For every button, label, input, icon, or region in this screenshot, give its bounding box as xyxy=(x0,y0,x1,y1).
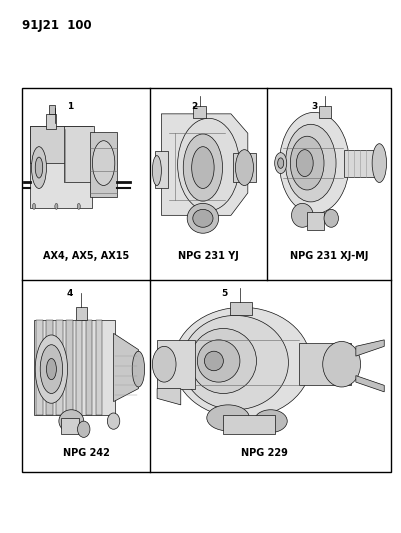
Text: 5: 5 xyxy=(221,289,228,297)
Bar xyxy=(30,126,65,163)
Bar xyxy=(47,320,53,415)
Ellipse shape xyxy=(77,204,80,209)
Ellipse shape xyxy=(152,346,176,382)
Text: 91J21  100: 91J21 100 xyxy=(22,19,92,31)
Bar xyxy=(66,320,73,415)
Polygon shape xyxy=(113,333,138,402)
Bar xyxy=(86,320,92,415)
Text: NPG 242: NPG 242 xyxy=(63,448,109,458)
Polygon shape xyxy=(161,114,248,215)
Bar xyxy=(90,132,117,197)
Bar xyxy=(76,320,83,415)
Text: AX4, AX5, AX15: AX4, AX5, AX15 xyxy=(43,251,130,261)
Ellipse shape xyxy=(279,112,349,214)
Ellipse shape xyxy=(207,405,249,431)
Ellipse shape xyxy=(290,136,324,190)
Ellipse shape xyxy=(372,144,387,182)
Ellipse shape xyxy=(323,342,360,387)
Ellipse shape xyxy=(190,328,257,393)
Bar xyxy=(76,308,87,320)
Ellipse shape xyxy=(296,150,313,176)
Ellipse shape xyxy=(35,157,43,178)
Bar xyxy=(36,320,43,415)
Ellipse shape xyxy=(324,209,338,227)
Bar xyxy=(47,114,57,129)
Ellipse shape xyxy=(275,152,287,174)
Ellipse shape xyxy=(77,421,90,438)
Text: NPG 231 YJ: NPG 231 YJ xyxy=(178,251,239,261)
Ellipse shape xyxy=(32,147,47,189)
Ellipse shape xyxy=(193,209,213,227)
Bar xyxy=(319,107,331,118)
Ellipse shape xyxy=(174,308,311,418)
Text: 1: 1 xyxy=(67,102,73,111)
Bar xyxy=(231,302,252,316)
Bar xyxy=(299,343,351,385)
Text: 3: 3 xyxy=(312,102,318,111)
Ellipse shape xyxy=(55,204,58,209)
Ellipse shape xyxy=(183,134,223,201)
Polygon shape xyxy=(356,376,384,392)
Ellipse shape xyxy=(205,351,223,371)
Ellipse shape xyxy=(132,351,145,387)
Text: NPG 231 XJ-MJ: NPG 231 XJ-MJ xyxy=(290,251,368,261)
Ellipse shape xyxy=(92,141,115,185)
Text: 4: 4 xyxy=(67,289,73,297)
Text: 2: 2 xyxy=(191,102,198,111)
Ellipse shape xyxy=(286,124,336,202)
Polygon shape xyxy=(356,340,384,356)
Bar xyxy=(34,320,115,415)
Ellipse shape xyxy=(192,147,214,189)
Ellipse shape xyxy=(292,204,313,227)
Bar xyxy=(96,320,102,415)
Bar xyxy=(223,415,275,434)
Bar xyxy=(49,105,55,114)
Text: NPG 229: NPG 229 xyxy=(241,448,288,458)
Bar xyxy=(155,151,168,189)
Ellipse shape xyxy=(47,359,57,379)
Bar xyxy=(64,126,94,182)
Ellipse shape xyxy=(152,156,161,185)
Bar xyxy=(22,88,391,472)
Ellipse shape xyxy=(178,118,239,211)
Bar xyxy=(30,126,92,208)
Bar xyxy=(233,152,256,182)
Ellipse shape xyxy=(32,204,36,209)
Polygon shape xyxy=(157,389,181,405)
Bar xyxy=(157,340,195,389)
Bar xyxy=(193,107,206,118)
Ellipse shape xyxy=(235,150,253,185)
Ellipse shape xyxy=(278,158,284,168)
Ellipse shape xyxy=(197,340,240,382)
Ellipse shape xyxy=(254,410,287,432)
Ellipse shape xyxy=(40,345,63,393)
Bar xyxy=(307,212,324,230)
Bar xyxy=(61,418,79,434)
Ellipse shape xyxy=(107,413,120,429)
Ellipse shape xyxy=(182,316,288,410)
Ellipse shape xyxy=(35,335,67,403)
Ellipse shape xyxy=(59,410,84,432)
Bar xyxy=(57,320,63,415)
Bar xyxy=(344,150,381,176)
Ellipse shape xyxy=(187,204,219,233)
